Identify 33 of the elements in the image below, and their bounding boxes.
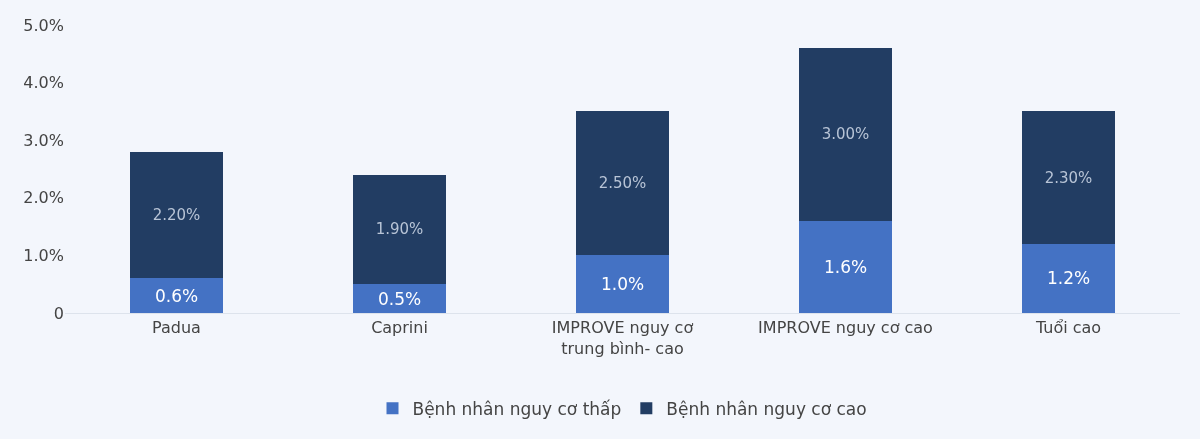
bar (575, 111, 670, 256)
bar (352, 284, 447, 313)
y-tick-label: 4.0% (23, 73, 64, 93)
data-label: 0.5% (377, 288, 422, 309)
legend-label: Bệnh nhân nguy cơ thấp (412, 398, 622, 419)
y-tick-label: 2.0% (23, 188, 64, 208)
y-tick-label: 5.0% (23, 15, 64, 35)
data-label: 2.50% (598, 174, 647, 193)
bar (129, 151, 224, 279)
bar (1021, 243, 1116, 313)
bar (129, 278, 224, 313)
x-tick-label: Caprini (371, 318, 428, 338)
x-tick-label: IMPROVE nguy cơ cao (758, 318, 933, 338)
x-tick-label: Padua (152, 318, 201, 338)
data-label: 2.30% (1044, 168, 1093, 187)
x-tick-label: Tuổi cao (1034, 318, 1102, 338)
bar (1021, 111, 1116, 244)
data-label: 1.0% (600, 274, 645, 295)
data-label: 3.00% (821, 125, 870, 144)
y-tick-label: 1.0% (23, 246, 64, 265)
y-tick-label: 3.0% (23, 130, 64, 150)
data-label: 2.20% (152, 206, 201, 225)
legend-label: Bệnh nhân nguy cơ cao (666, 398, 867, 419)
bar (575, 255, 670, 313)
data-label: 1.2% (1046, 268, 1091, 289)
bar (352, 174, 447, 285)
data-label: 1.90% (375, 220, 424, 239)
x-tick-label: IMPROVE nguy cơ trung bình- cao (551, 318, 694, 358)
bar (798, 48, 893, 221)
y-tick-label: 0 (53, 303, 64, 323)
data-label: 0.6% (154, 285, 199, 306)
bar (798, 220, 893, 313)
data-label: 1.6% (823, 256, 868, 277)
